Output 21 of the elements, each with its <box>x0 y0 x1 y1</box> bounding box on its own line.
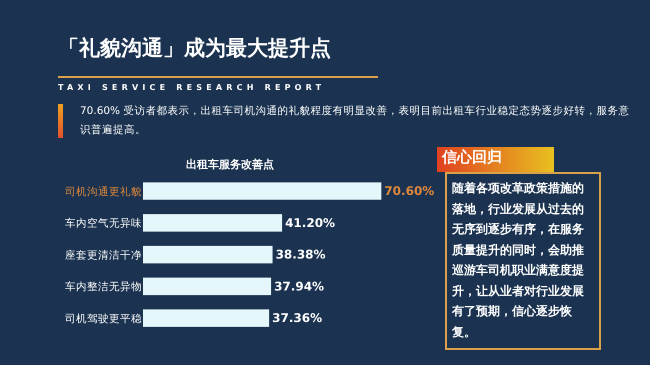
bar <box>143 309 270 327</box>
y-tick-label: 司机驾驶更平稳 <box>65 312 142 326</box>
bar <box>143 214 282 232</box>
chart-subtitle: TAXI SERVICE RESEARCH REPORT <box>58 83 326 92</box>
bar <box>143 278 272 296</box>
data-label: 70.60% <box>384 184 434 198</box>
y-tick-label: 司机沟通更礼貌 <box>65 184 142 199</box>
y-tick-label: 座套更清洁干净 <box>65 248 142 262</box>
bar <box>143 182 382 200</box>
chart-title: 「礼貌沟通」成为最大提升点 <box>58 35 331 62</box>
text: 70.60% 受访者都表示，出租车司机沟通的礼貌程度有明显改善，表明目前出租车行业稳定态势逐步好转，服务意识普遍提高。 <box>80 104 630 138</box>
y-tick-label: 车内空气无异味 <box>65 216 142 231</box>
data-label: 37.36% <box>272 311 322 326</box>
text: 随着各项改革政策措施的落地，行业发展从过去的无序到逐步有序，在服务质量提升的同时，会助推巡游车司机职业满意度提升，让从业者对行业发展有了预期，信心逐步恢复。 <box>452 180 585 340</box>
text: 信心回归 <box>442 148 502 167</box>
bar <box>143 246 273 264</box>
y-tick-label: 车内整洁无异物 <box>65 280 142 294</box>
data-label: 38.38% <box>276 248 326 262</box>
data-label: 41.20% <box>285 216 336 230</box>
text: 出租车服务改善点 <box>185 157 275 172</box>
data-label: 37.94% <box>274 279 324 294</box>
